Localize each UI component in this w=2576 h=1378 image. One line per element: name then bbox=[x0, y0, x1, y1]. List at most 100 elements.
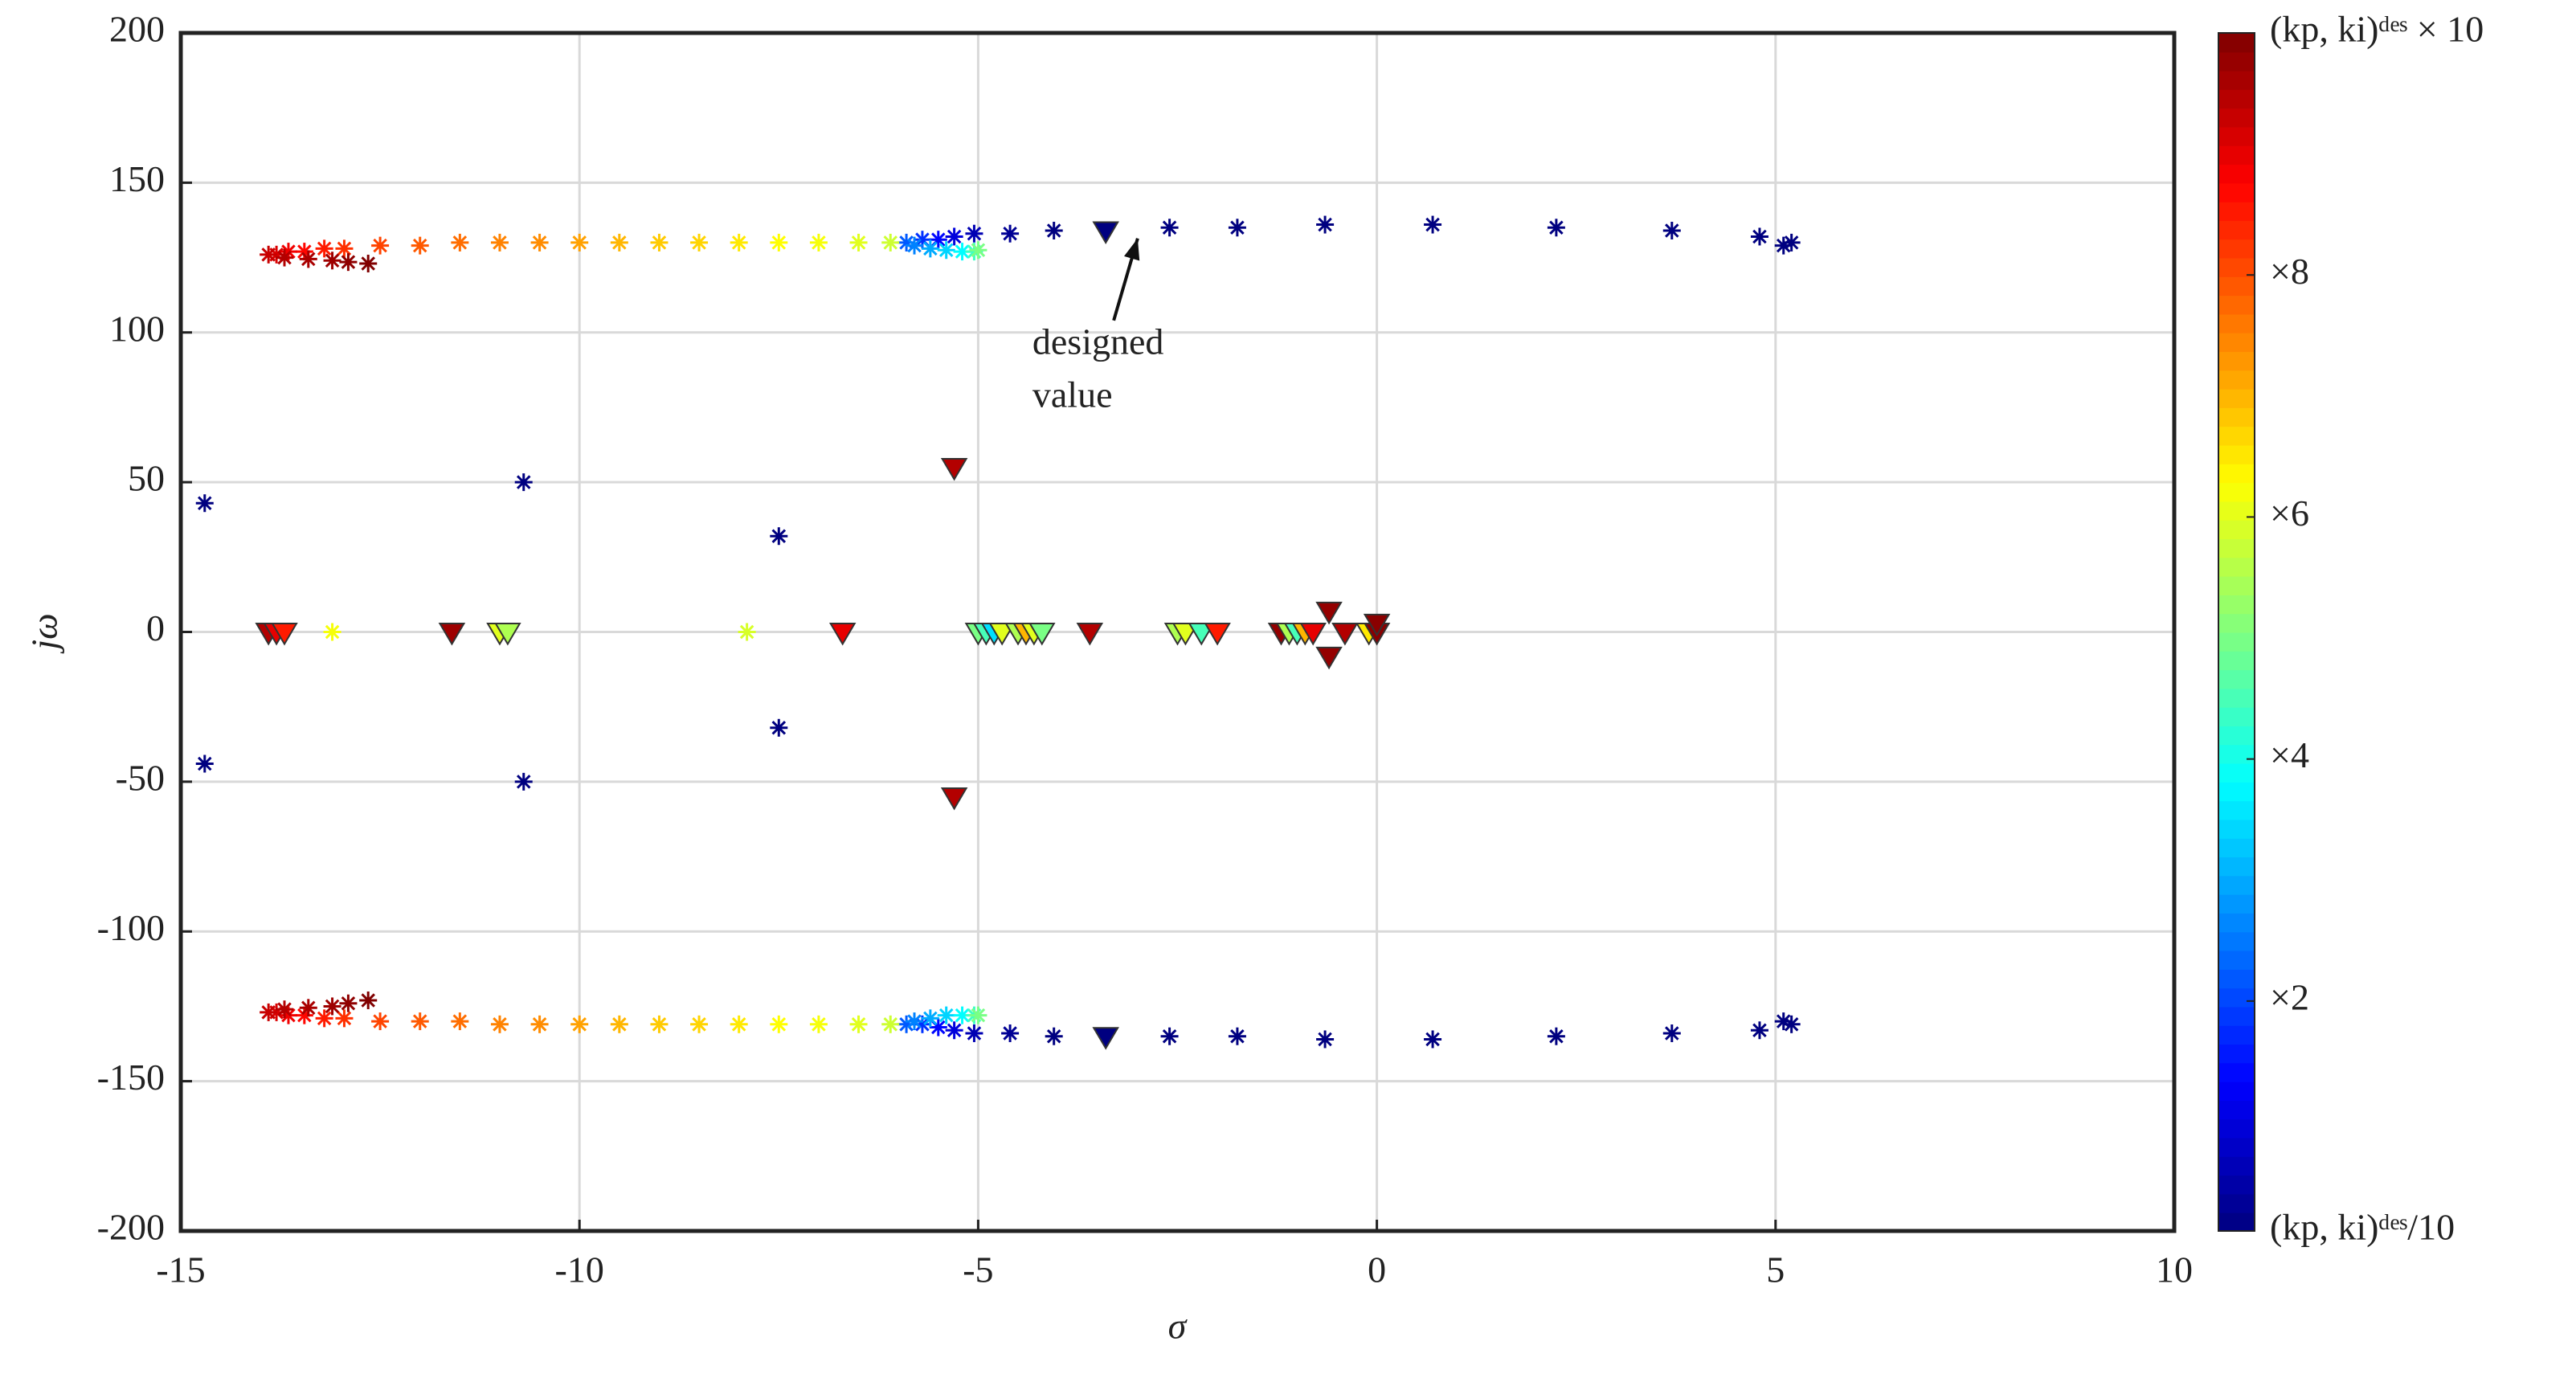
triangle-shape bbox=[494, 623, 521, 646]
asterisk-stroke bbox=[923, 241, 938, 256]
triangle-shape bbox=[1076, 623, 1104, 646]
asterisk-stroke bbox=[771, 235, 787, 250]
asterisk-stroke bbox=[317, 241, 332, 256]
colorbar-segment bbox=[2218, 519, 2255, 540]
colorbar-segment bbox=[2218, 108, 2255, 128]
point bbox=[770, 233, 788, 251]
point bbox=[195, 494, 214, 513]
point bbox=[610, 1015, 628, 1033]
colorbar-segment bbox=[2218, 538, 2255, 558]
colorbar-segment bbox=[2218, 145, 2255, 166]
point bbox=[921, 1009, 939, 1028]
point bbox=[299, 999, 317, 1017]
colorbar-segment bbox=[2218, 1155, 2255, 1176]
point bbox=[339, 253, 358, 272]
asterisk-stroke bbox=[883, 1017, 898, 1032]
colorbar-segment bbox=[2218, 1044, 2255, 1064]
asterisk-stroke bbox=[452, 235, 468, 250]
asterisk-stroke bbox=[1549, 220, 1564, 235]
colorbar-segment bbox=[2218, 201, 2255, 221]
asterisk-stroke bbox=[731, 235, 746, 250]
colorbar-tick-label: ×8 bbox=[2270, 251, 2309, 292]
asterisk-stroke bbox=[771, 529, 787, 543]
asterisk-stroke bbox=[412, 238, 427, 253]
point bbox=[299, 250, 317, 268]
asterisk-stroke bbox=[301, 251, 316, 267]
point bbox=[906, 1012, 924, 1031]
asterisk-stroke bbox=[1162, 220, 1177, 235]
y-tick-label: 0 bbox=[146, 607, 165, 648]
asterisk-stroke bbox=[277, 1002, 292, 1016]
point bbox=[315, 1009, 333, 1028]
point bbox=[1228, 219, 1246, 237]
colorbar-segment bbox=[2218, 88, 2255, 109]
colorbar-segment bbox=[2218, 968, 2255, 989]
point bbox=[1662, 222, 1681, 240]
asterisk-stroke bbox=[812, 235, 826, 250]
y-tick-label: 200 bbox=[109, 9, 165, 50]
point bbox=[271, 623, 298, 646]
x-tick-label: -5 bbox=[963, 1249, 993, 1290]
point bbox=[965, 1024, 983, 1042]
colorbar-segment bbox=[2218, 1175, 2255, 1195]
point bbox=[1424, 1030, 1442, 1049]
asterisk-stroke bbox=[1046, 1028, 1061, 1044]
asterisk-stroke bbox=[1003, 226, 1017, 241]
asterisk-stroke bbox=[923, 1011, 938, 1026]
point bbox=[738, 623, 756, 641]
point bbox=[260, 1003, 278, 1021]
colorbar-segment bbox=[2218, 800, 2255, 820]
asterisk-stroke bbox=[612, 235, 627, 250]
triangle-shape bbox=[1331, 623, 1359, 646]
point bbox=[690, 1015, 709, 1033]
point bbox=[650, 1015, 669, 1033]
asterisk-stroke bbox=[771, 721, 787, 735]
asterisk-stroke bbox=[1230, 220, 1245, 235]
asterisk-stroke bbox=[361, 993, 375, 1008]
point bbox=[451, 233, 469, 251]
asterisk-stroke bbox=[967, 226, 982, 241]
asterisk-stroke bbox=[198, 756, 212, 771]
colorbar-segment bbox=[2218, 164, 2255, 184]
colorbar-segment bbox=[2218, 650, 2255, 671]
asterisk-stroke bbox=[612, 1017, 627, 1032]
point bbox=[809, 1015, 828, 1033]
point bbox=[1045, 1027, 1063, 1045]
point bbox=[451, 1012, 469, 1031]
colorbar-segment bbox=[2218, 893, 2255, 914]
triangle-shape bbox=[271, 623, 298, 646]
colorbar-segment bbox=[2218, 313, 2255, 333]
asterisk-stroke bbox=[341, 996, 356, 1011]
asterisk-stroke bbox=[731, 1017, 746, 1032]
y-tick-label: -150 bbox=[97, 1057, 165, 1098]
colorbar-segment bbox=[2218, 669, 2255, 689]
asterisk-stroke bbox=[325, 624, 340, 640]
triangle-shape bbox=[1028, 623, 1056, 646]
colorbar-segment bbox=[2218, 1062, 2255, 1082]
point bbox=[1363, 613, 1391, 637]
colorbar-segment bbox=[2218, 725, 2255, 746]
colorbar-segment bbox=[2218, 463, 2255, 484]
asterisk-stroke bbox=[532, 235, 547, 250]
colorbar-segment bbox=[2218, 351, 2255, 371]
colorbar-segment bbox=[2218, 1118, 2255, 1139]
colorbar-segment bbox=[2218, 763, 2255, 783]
point bbox=[1774, 236, 1793, 255]
colorbar-segment bbox=[2218, 70, 2255, 90]
point bbox=[650, 233, 669, 251]
colorbar-segment bbox=[2218, 875, 2255, 895]
asterisk-stroke bbox=[297, 244, 312, 259]
point bbox=[1045, 222, 1063, 240]
point bbox=[881, 1015, 900, 1033]
triangle-shape bbox=[828, 623, 857, 646]
y-tick-label: -100 bbox=[97, 907, 165, 948]
point bbox=[1204, 623, 1231, 646]
point bbox=[260, 245, 278, 264]
colorbar-segment bbox=[2218, 744, 2255, 764]
triangle-shape bbox=[1204, 623, 1231, 646]
asterisk-stroke bbox=[907, 1014, 922, 1028]
point bbox=[1316, 1030, 1335, 1049]
asterisk-stroke bbox=[1752, 1023, 1767, 1038]
colorbar-segment bbox=[2218, 632, 2255, 652]
